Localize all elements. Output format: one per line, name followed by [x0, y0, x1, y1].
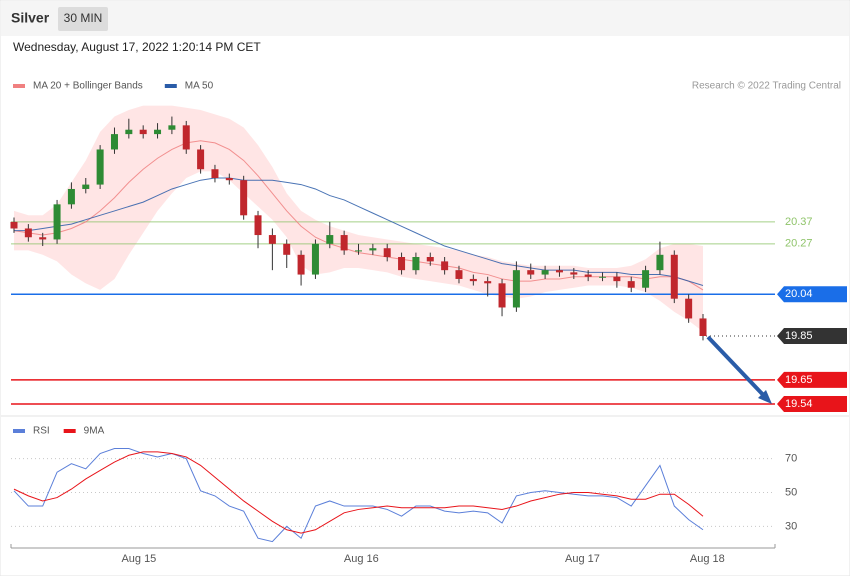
candle-body	[613, 276, 621, 282]
level-label: 20.37	[785, 216, 813, 228]
candle-body	[699, 318, 707, 336]
interval: 30 MIN	[64, 11, 103, 25]
candle-body	[125, 129, 133, 135]
main-layer: 20.37 20.27 20.04 19.85 19.65 19.54 MA 20 + Bo…	[10, 81, 847, 565]
candle-body	[24, 228, 32, 238]
candle-body	[627, 281, 635, 288]
candle-body	[541, 270, 549, 275]
legend-swatch	[13, 429, 25, 433]
candle-body	[469, 278, 477, 282]
level-badge	[777, 396, 847, 413]
header-bar	[1, 1, 849, 36]
candle-body	[555, 270, 563, 273]
candle-body	[297, 254, 305, 275]
candle-body	[311, 243, 319, 275]
candle-body	[369, 248, 377, 251]
forecast-arrow	[706, 335, 770, 402]
candle-body	[355, 250, 362, 252]
title: Silver	[11, 10, 50, 26]
candle-body	[642, 270, 650, 288]
candle-body	[670, 254, 678, 299]
candle-body	[53, 204, 61, 240]
candle-body	[340, 235, 348, 251]
candle-body	[398, 257, 406, 271]
x-tick-label: Aug 15	[121, 553, 156, 565]
candle-body	[39, 237, 47, 240]
candle-body	[527, 270, 535, 275]
candle-body	[10, 221, 18, 229]
level-badge	[777, 371, 847, 388]
candle-body	[240, 180, 248, 216]
candle-body	[441, 261, 449, 271]
y-tick-label: 50	[785, 486, 797, 498]
candle-body	[283, 243, 291, 255]
candle-body	[326, 235, 334, 244]
line-series	[13, 451, 704, 534]
y-tick-label: 70	[785, 453, 797, 465]
legend-swatch	[13, 84, 25, 88]
candle-body	[512, 270, 520, 308]
level-label: 19.85	[785, 330, 813, 342]
legend-swatch	[63, 429, 76, 433]
interval-badge[interactable]	[58, 7, 108, 31]
level-label: 20.04	[785, 288, 813, 300]
candle-body	[498, 283, 506, 308]
level-badge	[777, 328, 847, 344]
candle-body	[225, 178, 233, 181]
candle-body	[383, 248, 391, 257]
timestamp: Wednesday, August 17, 2022 1:20:14 PM CE…	[13, 40, 261, 54]
legend-label: MA 20 + Bollinger Bands	[33, 81, 143, 92]
candle-body	[254, 215, 262, 236]
line-series	[13, 447, 704, 543]
candle-body	[211, 169, 219, 178]
x-tick-label: Aug 17	[565, 553, 600, 565]
candle-body	[584, 274, 592, 277]
candle-body	[455, 270, 463, 279]
forecast-arrow-head	[758, 390, 772, 404]
level-badge	[777, 286, 847, 303]
credit: Research © 2022 Trading Central	[692, 81, 841, 92]
legend-swatch	[164, 84, 177, 88]
candle-body	[268, 235, 276, 244]
candle-body	[67, 188, 75, 205]
candle-body	[96, 149, 104, 185]
x-tick-label: Aug 16	[344, 553, 379, 565]
level-label: 19.54	[785, 398, 813, 410]
level-label: 19.65	[785, 374, 813, 386]
level-label: 20.27	[785, 238, 813, 250]
candle-body	[182, 125, 190, 150]
candle-body	[656, 254, 664, 271]
candle-body	[154, 129, 162, 135]
candle-body	[82, 184, 90, 189]
candle-body	[168, 125, 176, 130]
candle-body	[426, 257, 434, 262]
candle-body	[139, 129, 147, 135]
candle-body	[570, 272, 578, 275]
candle-body	[110, 134, 118, 150]
legend-label: MA 50	[185, 81, 214, 92]
legend-label: 9MA	[84, 426, 105, 437]
candle-body	[412, 257, 420, 271]
candle-body	[599, 276, 607, 278]
candle-body	[685, 298, 693, 319]
x-tick-label: Aug 18	[690, 553, 725, 565]
candle-body	[197, 149, 205, 170]
y-tick-label: 30	[785, 520, 797, 532]
legend-label: RSI	[33, 426, 50, 437]
candle-body	[484, 281, 492, 284]
